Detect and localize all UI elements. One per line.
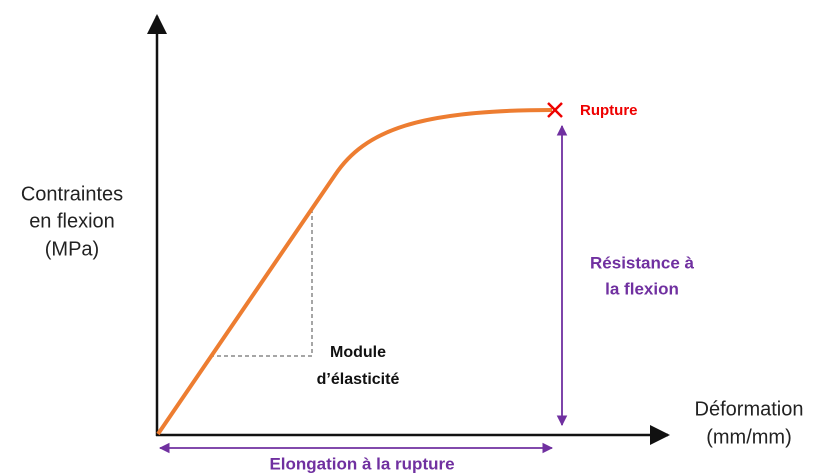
x-axis-label: (mm/mm) xyxy=(706,426,792,448)
elongation-label: Elongation à la rupture xyxy=(269,454,454,473)
rupture-marker xyxy=(547,102,563,118)
modulus-label: d’élasticité xyxy=(317,371,400,388)
x-axis-label: Déformation xyxy=(695,398,804,420)
rupture-label: Rupture xyxy=(580,102,638,119)
modulus-triangle xyxy=(210,210,313,357)
y-axis-label: en flexion xyxy=(29,210,115,232)
y-axis-label: Contraintes xyxy=(21,183,123,205)
stress-strain-curve xyxy=(156,108,553,436)
strength-label: la flexion xyxy=(605,279,679,298)
strength-label: Résistance à xyxy=(590,253,694,272)
y-axis-label: (MPa) xyxy=(45,238,99,260)
modulus-label: Module xyxy=(330,344,386,361)
